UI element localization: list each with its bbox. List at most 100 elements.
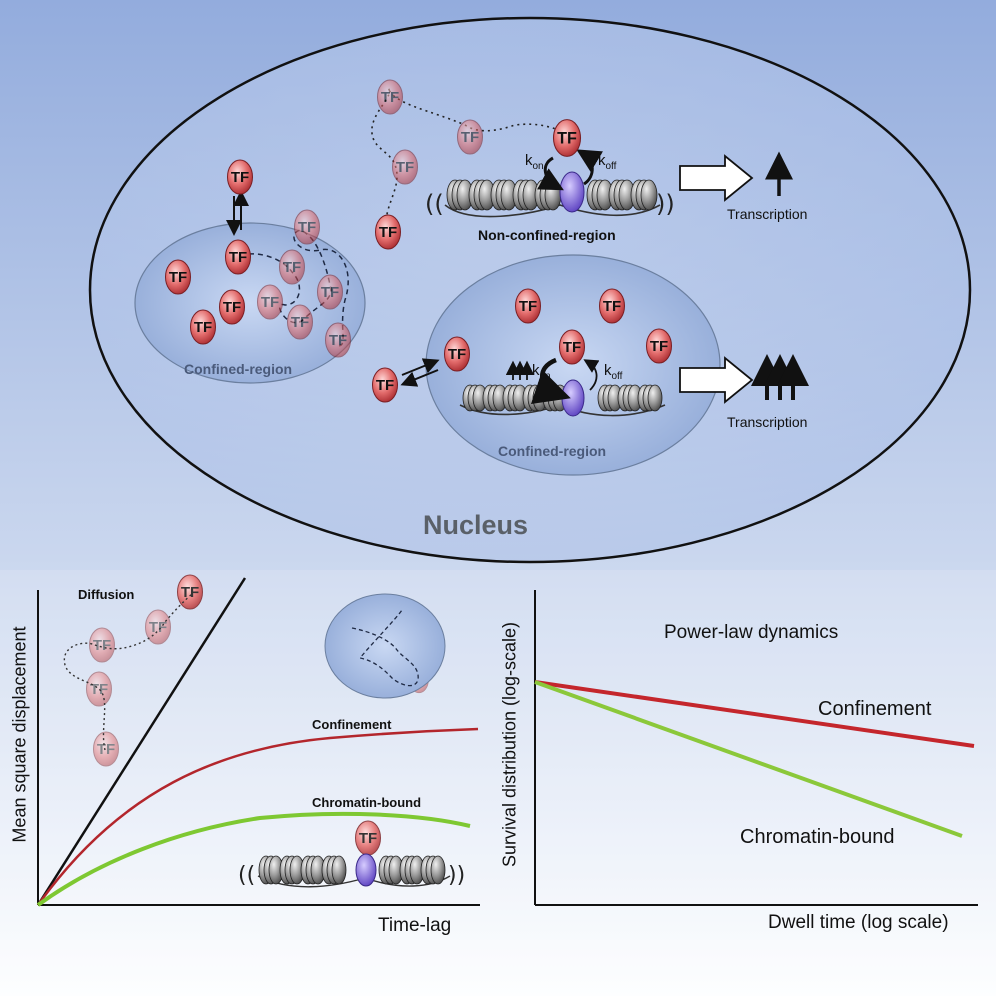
tf-label: TF <box>291 314 309 331</box>
tf-label: TF <box>169 269 187 286</box>
msd-confinement-label: Confinement <box>312 717 392 732</box>
tf-molecule: TF <box>165 259 191 295</box>
confined-region-right-label: Confined-region <box>498 443 607 459</box>
kon-label-confined: kon <box>532 362 551 382</box>
tf-label: TF <box>229 249 247 266</box>
tf-label: TF <box>93 637 111 654</box>
transcription-label-confined: Transcription <box>727 414 808 430</box>
svg-text:((: (( <box>425 190 444 218</box>
survival-x-axis-label: Dwell time (log scale) <box>768 912 949 933</box>
exchange-arrows-right <box>400 358 440 387</box>
nucleosome-icon <box>490 179 518 211</box>
tf-molecule: TF <box>372 367 398 403</box>
tf-molecule: TF <box>227 159 253 195</box>
tf-label: TF <box>261 294 279 311</box>
tf-label: TF <box>396 159 414 176</box>
msd-x-axis-label: Time-lag <box>378 915 452 936</box>
tf-molecule: TF <box>177 574 203 610</box>
koff-arrow-top <box>576 149 604 186</box>
nucleosome-icon <box>420 855 446 885</box>
msd-confinement-curve <box>36 727 479 906</box>
tf-label: TF <box>519 298 537 315</box>
koff-label-confined: koff <box>604 362 622 382</box>
tf-label: TF <box>90 681 108 698</box>
koff-symbol-confined: k <box>604 362 612 379</box>
svg-text:((: (( <box>238 863 255 888</box>
msd-chromatin-icon: (( )) <box>238 853 465 888</box>
output-arrow-confined <box>679 356 754 404</box>
kon-label-top: kon <box>525 152 544 172</box>
tf-molecule: TF <box>457 119 483 155</box>
nucleosome-icon <box>300 855 326 885</box>
svg-text:)): )) <box>448 863 465 888</box>
tf-label: TF <box>181 584 199 601</box>
tf-molecule: TF <box>375 214 401 250</box>
tf-molecule: TF <box>89 627 115 663</box>
tf-label: TF <box>223 299 241 316</box>
koff-subscript: off <box>605 161 617 172</box>
exchange-arrows-left <box>226 190 249 236</box>
tf-molecule: TF <box>190 309 216 345</box>
tf-label: TF <box>298 219 316 236</box>
tf-molecule: TF <box>219 289 245 325</box>
kon-symbol: k <box>525 152 533 169</box>
tf-label: TF <box>97 741 115 758</box>
tf-molecule: TF <box>294 209 320 245</box>
tf-molecule: TF <box>377 79 403 115</box>
tf-label: TF <box>376 377 394 394</box>
tf-label: TF <box>194 319 212 336</box>
msd-diffusion-trajectory <box>63 593 193 751</box>
survival-confinement-label: Confinement <box>818 698 932 720</box>
tf-molecule: TF <box>287 304 313 340</box>
msd-confined-trajectory-icon <box>351 609 419 687</box>
tf-label: TF <box>461 129 479 146</box>
tf-label: TF <box>381 89 399 106</box>
tf-molecule: TF <box>317 274 343 310</box>
msd-chromatin-bound-label: Chromatin-bound <box>312 795 422 810</box>
increased-kon-arrows-icon <box>505 360 535 380</box>
tf-molecule: TF <box>559 329 585 365</box>
survival-title: Power-law dynamics <box>664 622 839 643</box>
koff-subscript-confined: off <box>611 371 623 382</box>
tf-label: TF <box>321 284 339 301</box>
confined-region-left <box>134 222 366 384</box>
nucleosome-icon <box>258 855 284 885</box>
tf-molecules: TF TF TF TF TF TF TF TF TF TF TF TF TF TF TF TF TF TF TF TF… <box>86 79 672 856</box>
tf-label: TF <box>283 259 301 276</box>
tf-molecule: TF <box>515 288 541 324</box>
tf-molecule: TF <box>257 284 283 320</box>
confined-region-left-label: Confined-region <box>184 361 293 377</box>
nucleosome-icon <box>378 855 404 885</box>
non-confined-region-label: Non-confined-region <box>478 227 616 243</box>
tf-molecule: TF <box>444 336 470 372</box>
tf-label: TF <box>359 830 377 847</box>
kon-arrow-top <box>537 156 564 191</box>
tf-molecule: TF <box>86 671 112 707</box>
koff-label-top: koff <box>598 152 616 172</box>
tf-label: TF <box>557 129 577 147</box>
tf-label: TF <box>231 169 249 186</box>
tf-molecule: TF <box>552 119 582 157</box>
survival-chromatin-bound-line <box>534 680 963 838</box>
koff-arrow-confined <box>583 359 600 391</box>
binding-site-confined <box>561 379 585 417</box>
msd-diffusion-label: Diffusion <box>78 587 135 602</box>
tf-molecule: TF <box>225 239 251 275</box>
tf-molecule: TF <box>325 322 351 358</box>
msd-chromatin-bound-curve <box>36 811 471 907</box>
nucleosome-icon <box>630 179 658 211</box>
svg-text:)): )) <box>656 190 675 218</box>
koff-symbol: k <box>598 152 606 169</box>
msd-confined-region-icon <box>324 593 446 699</box>
nucleosome-icon <box>446 179 474 211</box>
output-arrow-top <box>679 154 754 202</box>
tf-molecule: TF <box>355 820 381 856</box>
msd-diffusion-curve <box>36 577 247 906</box>
msd-y-axis-label: Mean square displacement <box>9 626 30 843</box>
nucleosome-icon <box>637 384 663 412</box>
tf-molecule: TF <box>599 288 625 324</box>
nucleosome-icon <box>586 179 614 211</box>
kon-subscript-confined: on <box>539 371 551 382</box>
